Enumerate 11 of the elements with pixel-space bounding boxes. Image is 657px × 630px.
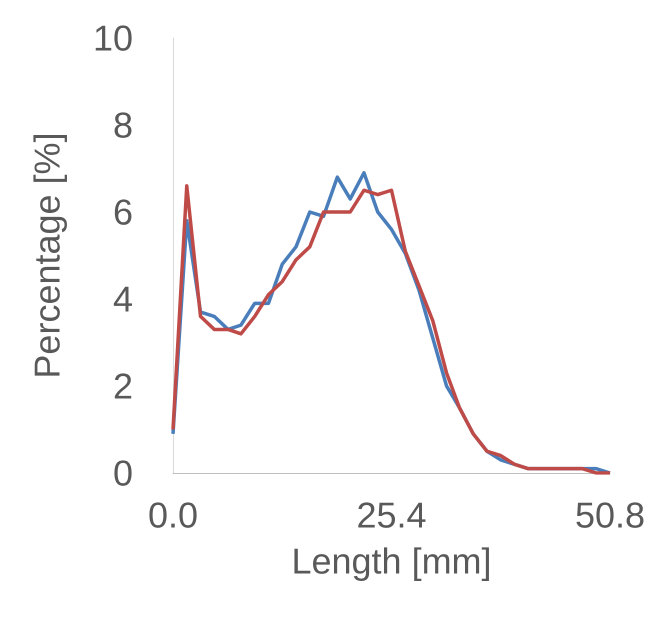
y-tick-label: 0 — [112, 452, 133, 494]
y-tick-label: 6 — [112, 192, 133, 232]
y-tick-label: 8 — [112, 104, 133, 146]
x-tick-label: 50.8 — [574, 494, 646, 536]
y-tick-label: 4 — [112, 278, 133, 320]
x-axis-title: Length [mm] — [291, 540, 492, 582]
x-tick-label: 25.4 — [356, 494, 427, 536]
x-tick-label: 0.0 — [148, 494, 198, 536]
y-axis-title: Percentage [%] — [26, 132, 68, 379]
y-tick-label: 2 — [112, 366, 133, 406]
y-tick-label: 10 — [92, 18, 133, 58]
